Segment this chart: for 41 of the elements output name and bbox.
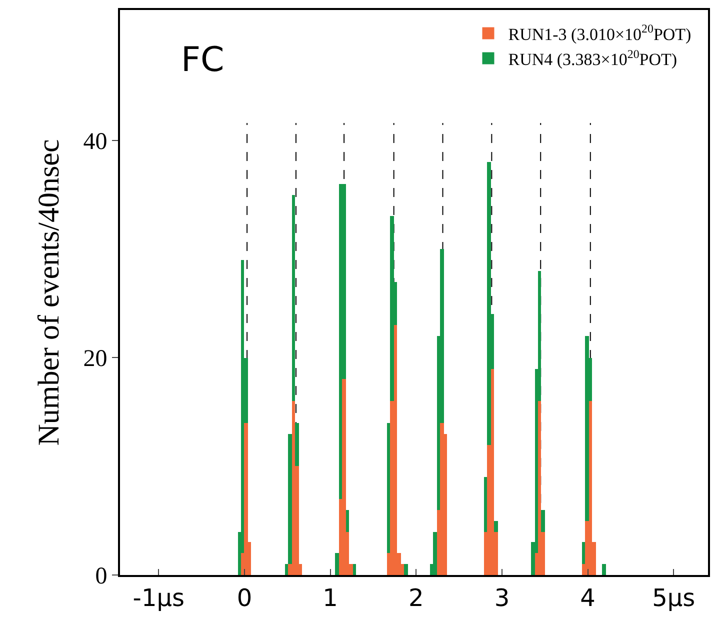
bar — [285, 564, 288, 575]
bar — [394, 325, 397, 575]
bar — [491, 369, 494, 575]
bar — [404, 564, 408, 575]
bar — [541, 510, 545, 532]
bar — [602, 564, 606, 575]
bar — [585, 336, 589, 521]
x-tick-label: 3 — [494, 584, 510, 612]
annotation: FC — [181, 40, 224, 80]
x-tick-label: 5μs — [652, 584, 696, 612]
y-axis-title: Number of events/40nsec — [32, 139, 66, 446]
bar — [487, 162, 491, 445]
bar — [390, 216, 394, 401]
y-tick-label: 40 — [83, 128, 108, 155]
bar — [335, 553, 339, 575]
bar — [292, 195, 295, 401]
x-tick-label: 2 — [408, 584, 424, 612]
y-tick-label: 0 — [95, 563, 108, 590]
bar — [589, 401, 592, 575]
y-tick-label: 20 — [83, 346, 108, 372]
bar — [244, 423, 248, 575]
x-tick-label: -1μs — [132, 584, 184, 612]
bar — [484, 477, 487, 532]
bar — [292, 401, 295, 575]
bar — [353, 564, 356, 575]
legend-label: RUN1-3 (3.010×10$^{20}$POT) — [508, 22, 692, 44]
bar — [295, 423, 299, 466]
x-tick-label: 4 — [580, 584, 596, 612]
legend-label: RUN4 (3.383×10$^{20}$POT) — [508, 46, 678, 69]
bar — [346, 510, 349, 532]
bar — [288, 434, 292, 564]
bar — [582, 542, 585, 564]
bar — [433, 532, 437, 575]
bar — [339, 184, 342, 499]
bar — [538, 401, 541, 575]
bar — [342, 379, 346, 575]
x-tick-label: 0 — [236, 584, 252, 612]
bar — [494, 521, 498, 532]
bar — [440, 423, 444, 575]
bar — [387, 423, 390, 553]
x-tick-label: 1 — [322, 584, 338, 612]
